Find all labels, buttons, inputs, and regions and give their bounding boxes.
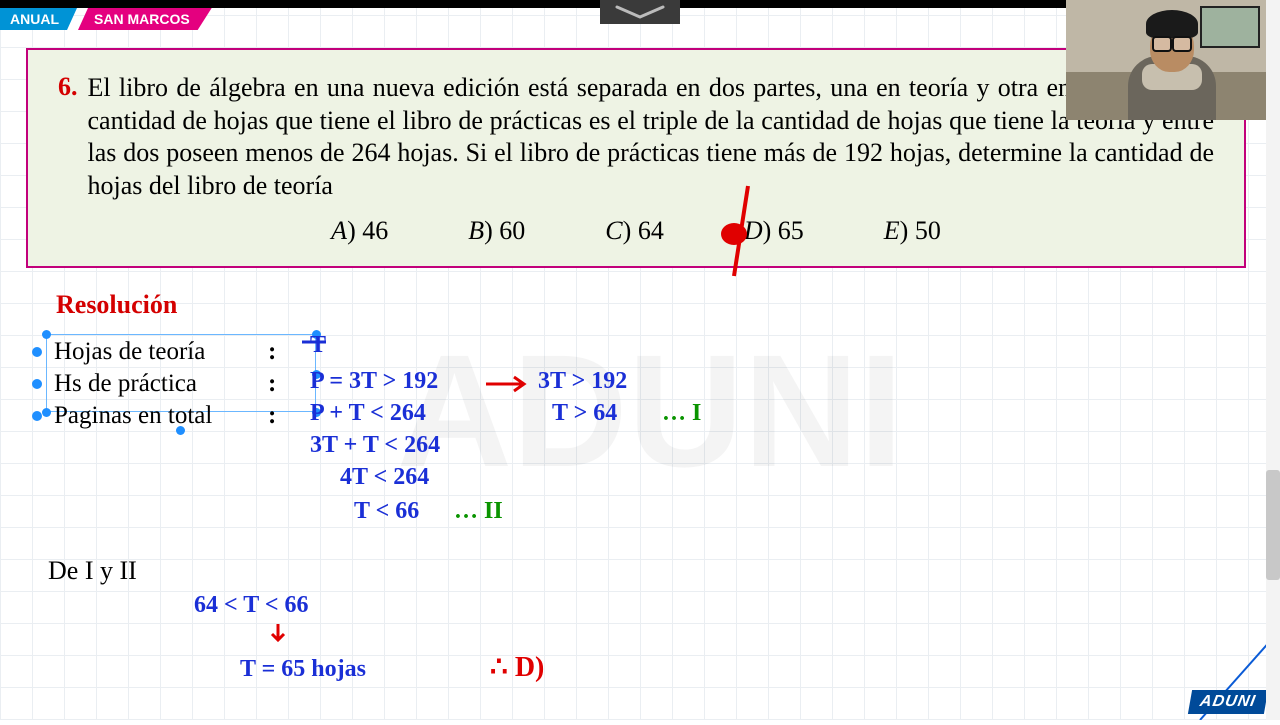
bullet-dot — [32, 411, 42, 421]
problem-box: 6. El libro de álgebra en una nueva edic… — [26, 48, 1246, 268]
hw-sub2: 4T < 264 — [340, 464, 429, 491]
resolution-title: Resolución — [56, 290, 177, 320]
option-a: A) 46 — [331, 216, 388, 246]
hw-final: T = 65 hojas — [240, 656, 366, 683]
bullet-dot — [32, 347, 42, 357]
variable-list: Hojas de teoría: Hs de práctica: Paginas… — [32, 336, 288, 432]
answer-options: A) 46 B) 60 C) 64 D) 65 E) 50 — [58, 216, 1214, 246]
option-e: E) 50 — [884, 216, 941, 246]
scrollbar[interactable] — [1266, 0, 1280, 720]
top-dropdown-handle[interactable] — [600, 0, 680, 24]
question-number: 6. — [58, 72, 78, 202]
hw-sub1: 3T + T < 264 — [310, 432, 440, 459]
answer-marker — [718, 186, 758, 281]
hw-pt: P + T < 264 — [310, 400, 426, 427]
scrollbar-thumb[interactable] — [1266, 470, 1280, 580]
hw-sub3: T < 66 — [354, 498, 419, 525]
bullet-dot — [32, 379, 42, 389]
hw-t-gt64: T > 64 — [552, 400, 617, 427]
hw-roman-2: … II — [454, 498, 503, 525]
option-b: B) 60 — [468, 216, 525, 246]
tab-san-marcos: SAN MARCOS — [78, 8, 212, 30]
svg-text:ADUNI: ADUNI — [397, 321, 904, 500]
strike-icon — [300, 332, 330, 352]
webcam-overlay — [1066, 0, 1266, 120]
list-item: Hojas de teoría: — [32, 336, 288, 368]
hw-range: 64 < T < 66 — [194, 592, 309, 619]
question-text: El libro de álgebra en una nueva edición… — [88, 72, 1215, 202]
option-c: C) 64 — [605, 216, 664, 246]
tab-anual: ANUAL — [0, 8, 77, 30]
hw-3t-gt: 3T > 192 — [538, 368, 627, 395]
arrow-down-icon — [268, 622, 288, 646]
hw-p-eq: P = 3T > 192 — [310, 368, 438, 395]
list-item: Paginas en total: — [32, 400, 288, 432]
hw-answer: ∴ D) — [490, 650, 544, 684]
hw-roman-1: … I — [662, 400, 701, 427]
de-i-y-ii: De I y II — [48, 556, 137, 586]
aduni-badge: ADUNI — [1188, 690, 1268, 714]
list-item: Hs de práctica: — [32, 368, 288, 400]
arrow-icon — [484, 374, 530, 394]
